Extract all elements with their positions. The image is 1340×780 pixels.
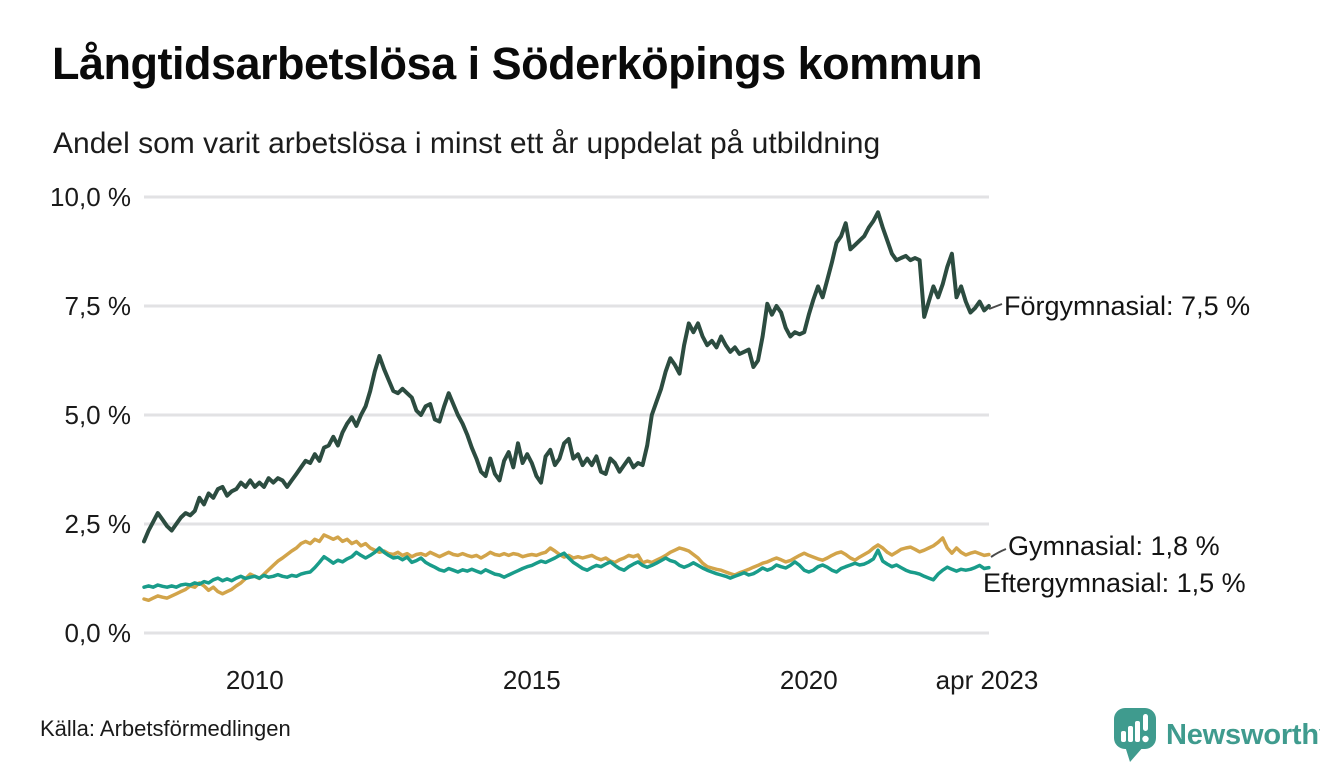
series-label-eftergymnasial: Eftergymnasial: 1,5 % [983,568,1246,598]
brand-name: Newsworthy [1166,719,1320,751]
y-tick-label: 7,5 % [65,291,132,321]
x-tick-label: apr 2023 [936,665,1039,695]
x-tick-label: 2010 [226,665,284,695]
series-line-förgymnasial [142,210,991,544]
gridlines [144,195,989,635]
chart-subtitle: Andel som varit arbetslösa i minst ett å… [53,127,881,160]
x-tick-label: 2020 [780,665,838,695]
y-tick-label: 0,0 % [65,618,132,648]
source-note: Källa: Arbetsförmedlingen [40,716,291,741]
series-label-forgymnasial: Förgymnasial: 7,5 % [1004,291,1250,321]
page-title: Långtidsarbetslösa i Söderköpings kommun [52,38,983,89]
newsworthy-logo[interactable]: Newsworthy [1108,702,1320,768]
gymnasial-label-connector [990,548,1007,558]
series-label-gymnasial: Gymnasial: 1,8 % [1008,531,1220,561]
series-line-gymnasial [142,533,991,603]
x-axis-tick-labels: 2010 2015 2020 apr 2023 [226,665,1038,695]
series-lines [142,210,991,603]
y-tick-label: 5,0 % [65,400,132,430]
y-tick-label: 2,5 % [65,509,132,539]
x-tick-label: 2015 [503,665,561,695]
series-line-eftergymnasial [142,546,991,589]
y-tick-label: 10,0 % [50,182,131,212]
y-axis-tick-labels: 0,0 % 2,5 % 5,0 % 7,5 % 10,0 % [50,182,131,648]
bar-chart-speech-bubble-icon [1114,708,1156,762]
forgymnasial-label-connector [988,303,1003,310]
